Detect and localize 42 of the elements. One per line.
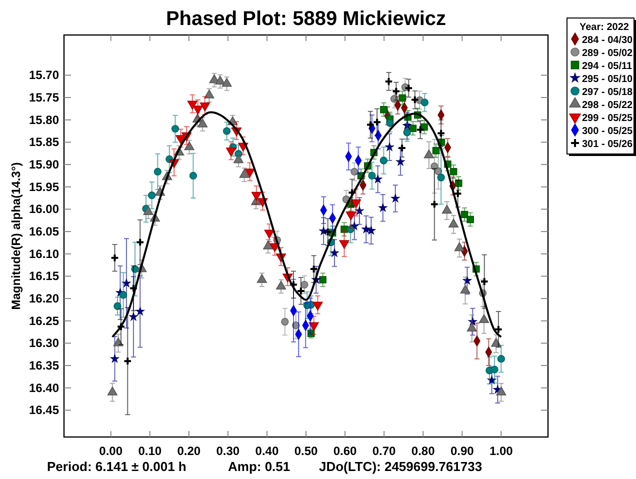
y-tick-label: 15.85 xyxy=(28,135,60,150)
text: JDo(LTC): 2459699.761733 xyxy=(319,459,482,474)
y-tick-label: 15.80 xyxy=(28,112,60,127)
y-tick-label: 16.05 xyxy=(28,224,60,239)
y-tick-label: 16.40 xyxy=(28,380,60,395)
legend-label: 299 - 05/25 xyxy=(582,113,634,124)
legend-label: 297 - 05/18 xyxy=(582,87,634,98)
y-tick-label: 16.00 xyxy=(28,202,60,216)
y-tick-label: 16.10 xyxy=(28,246,60,261)
legend-label: 284 - 04/30 xyxy=(582,35,634,46)
x-tick-label: 0.50 xyxy=(294,444,318,458)
x-tick-label: 0.40 xyxy=(255,444,279,458)
legend-label: 301 - 05/26 xyxy=(582,139,634,150)
legend-label: 300 - 05/25 xyxy=(582,126,634,137)
y-tick-label: 16.45 xyxy=(28,403,60,418)
y-tick-label: 15.75 xyxy=(28,90,60,105)
chart-title: Phased Plot: 5889 Mickiewicz xyxy=(166,8,446,30)
y-tick-label: 16.35 xyxy=(28,358,60,373)
y-tick-label: 16.25 xyxy=(28,314,60,328)
x-tick-label: 0.70 xyxy=(372,444,396,458)
x-tick-label: 0.00 xyxy=(99,444,123,458)
text: Amp: 0.51 xyxy=(228,459,290,474)
y-tick-label: 16.15 xyxy=(28,269,60,284)
x-tick-label: 0.30 xyxy=(216,444,240,458)
legend-label: 289 - 05/02 xyxy=(582,48,634,59)
legend-title: Year: 2022 xyxy=(580,22,630,33)
y-tick-label: 15.90 xyxy=(28,158,60,172)
y-tick-label: 15.70 xyxy=(28,68,60,82)
y-tick-label: 16.30 xyxy=(28,336,60,350)
y-tick-label: 16.20 xyxy=(28,292,60,306)
x-tick-label: 0.10 xyxy=(138,444,162,458)
y-axis-title: Magnitude(R) alpha(14.3°) xyxy=(9,162,23,310)
x-tick-label: 0.90 xyxy=(450,444,474,458)
x-tick-label: 0.80 xyxy=(411,444,436,458)
x-tick-label: 0.60 xyxy=(333,444,358,458)
legend-label: 298 - 05/22 xyxy=(582,100,634,111)
x-tick-label: 0.20 xyxy=(177,444,201,458)
text: Period: 6.141 ± 0.001 h xyxy=(47,459,186,474)
legend-label: 294 - 05/11 xyxy=(582,61,632,72)
x-tick-label: 1.00 xyxy=(489,444,514,458)
y-tick-label: 15.95 xyxy=(28,180,60,194)
legend-label: 295 - 05/10 xyxy=(582,74,634,85)
